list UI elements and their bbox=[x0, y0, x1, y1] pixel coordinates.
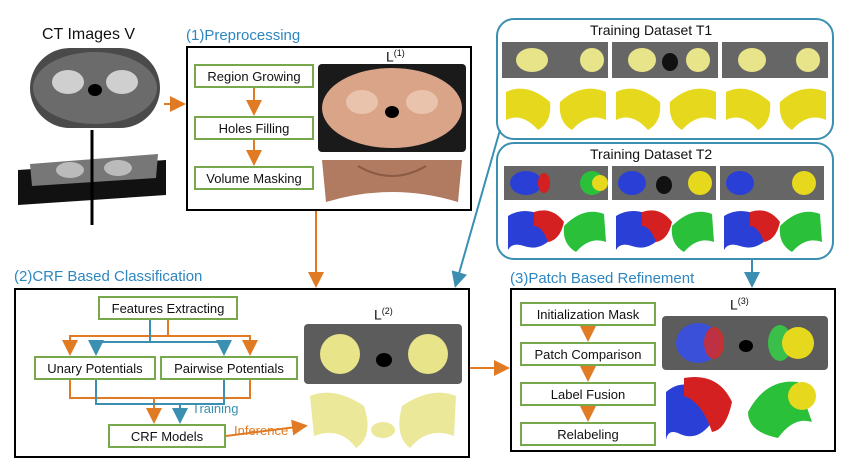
holes-filling-box: Holes Filling bbox=[194, 116, 314, 140]
l1-mask-slice-image bbox=[318, 64, 466, 152]
label-fusion-box: Label Fusion bbox=[520, 382, 656, 406]
l3-slice-image bbox=[662, 316, 828, 370]
training-dataset-t1-title: Training Dataset T1 bbox=[590, 22, 713, 38]
training-dataset-t2-title: Training Dataset T2 bbox=[590, 146, 713, 162]
ct-volume-image bbox=[18, 130, 166, 225]
unary-potentials-box: Unary Potentials bbox=[34, 356, 156, 380]
volume-masking-box: Volume Masking bbox=[194, 166, 314, 190]
t2-sample-images bbox=[504, 166, 826, 256]
l1-body-surface-image bbox=[318, 156, 466, 206]
relabeling-box: Relabeling bbox=[520, 422, 656, 446]
features-extracting-box: Features Extracting bbox=[98, 296, 238, 320]
patch-comparison-box: Patch Comparison bbox=[520, 342, 656, 366]
crf-models-box: CRF Models bbox=[108, 424, 226, 448]
l2-label: L(2) bbox=[374, 306, 393, 323]
l3-label: L(3) bbox=[730, 296, 749, 313]
crf-title: (2)CRF Based Classification bbox=[14, 268, 203, 285]
refinement-title: (3)Patch Based Refinement bbox=[510, 270, 695, 287]
pairwise-potentials-box: Pairwise Potentials bbox=[160, 356, 298, 380]
t1-sample-images bbox=[502, 42, 828, 134]
region-growing-box: Region Growing bbox=[194, 64, 314, 88]
ct-images-label: CT Images V bbox=[42, 26, 136, 43]
l2-slice-image bbox=[304, 324, 462, 384]
training-dataset-t1-panel bbox=[496, 18, 834, 140]
l3-bone-model-image bbox=[662, 372, 828, 442]
ct-slice-image bbox=[30, 48, 160, 128]
l2-bone-model-image bbox=[304, 386, 462, 452]
l1-label: L(1) bbox=[386, 48, 405, 65]
preprocessing-title: (1)Preprocessing bbox=[186, 27, 301, 44]
initialization-mask-box: Initialization Mask bbox=[520, 302, 656, 326]
